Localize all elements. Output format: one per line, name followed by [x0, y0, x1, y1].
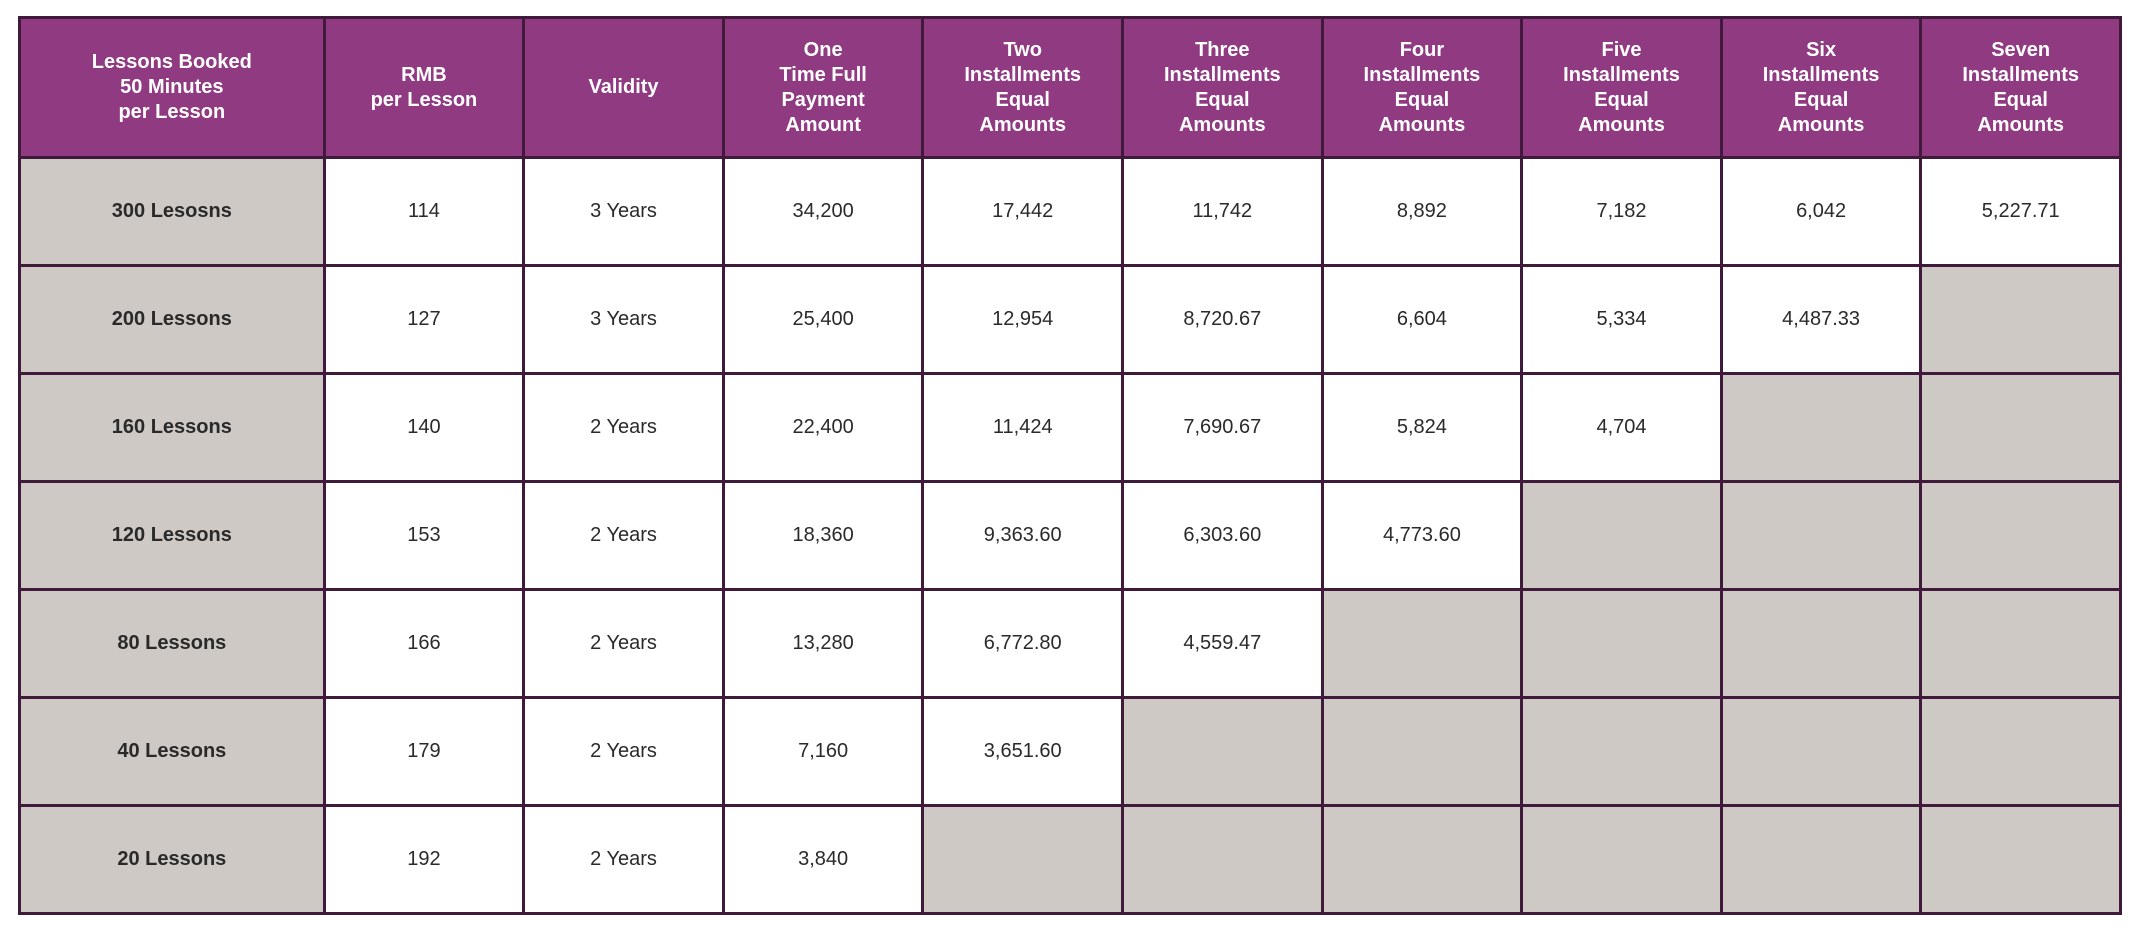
rmb-per-lesson: 166: [324, 590, 524, 698]
rmb-per-lesson: 153: [324, 482, 524, 590]
payment-cell: 13,280: [723, 590, 923, 698]
payment-cell: [1522, 590, 1722, 698]
pricing-table: Lessons Booked50 Minutesper LessonRMBper…: [18, 16, 2122, 915]
payment-cell: [1921, 482, 2121, 590]
payment-cell: 12,954: [923, 266, 1123, 374]
payment-cell: [1322, 698, 1522, 806]
payment-cell: [1921, 374, 2121, 482]
payment-cell: 25,400: [723, 266, 923, 374]
payment-cell: [1721, 590, 1921, 698]
payment-cell: 18,360: [723, 482, 923, 590]
payment-cell: 4,559.47: [1123, 590, 1323, 698]
payment-cell: [1721, 698, 1921, 806]
row-label: 80 Lessons: [20, 590, 325, 698]
validity: 2 Years: [524, 482, 724, 590]
payment-cell: [1921, 590, 2121, 698]
payment-cell: 9,363.60: [923, 482, 1123, 590]
payment-cell: 4,773.60: [1322, 482, 1522, 590]
payment-cell: 5,227.71: [1921, 158, 2121, 266]
payment-cell: 17,442: [923, 158, 1123, 266]
payment-cell: 3,840: [723, 806, 923, 914]
payment-cell: 6,772.80: [923, 590, 1123, 698]
row-label: 300 Lesosns: [20, 158, 325, 266]
table-row: 40 Lessons1792 Years7,1603,651.60: [20, 698, 2121, 806]
payment-cell: [1721, 374, 1921, 482]
payment-cell: [1921, 266, 2121, 374]
payment-cell: [1123, 806, 1323, 914]
validity: 2 Years: [524, 698, 724, 806]
payment-cell: 8,892: [1322, 158, 1522, 266]
rmb-per-lesson: 114: [324, 158, 524, 266]
column-header: SevenInstallmentsEqualAmounts: [1921, 18, 2121, 158]
column-header: Validity: [524, 18, 724, 158]
table-row: 300 Lesosns1143 Years34,20017,44211,7428…: [20, 158, 2121, 266]
payment-cell: 11,742: [1123, 158, 1323, 266]
payment-cell: [1522, 698, 1722, 806]
column-header: RMBper Lesson: [324, 18, 524, 158]
table-row: 160 Lessons1402 Years22,40011,4247,690.6…: [20, 374, 2121, 482]
payment-cell: 6,303.60: [1123, 482, 1323, 590]
payment-cell: 7,182: [1522, 158, 1722, 266]
column-header: FiveInstallmentsEqualAmounts: [1522, 18, 1722, 158]
payment-cell: 22,400: [723, 374, 923, 482]
column-header: FourInstallmentsEqualAmounts: [1322, 18, 1522, 158]
payment-cell: 4,704: [1522, 374, 1722, 482]
payment-cell: 7,160: [723, 698, 923, 806]
payment-cell: 6,604: [1322, 266, 1522, 374]
rmb-per-lesson: 140: [324, 374, 524, 482]
payment-cell: [1921, 806, 2121, 914]
table-row: 200 Lessons1273 Years25,40012,9548,720.6…: [20, 266, 2121, 374]
row-label: 120 Lessons: [20, 482, 325, 590]
pricing-table-wrapper: Lessons Booked50 Minutesper LessonRMBper…: [0, 0, 2140, 931]
rmb-per-lesson: 192: [324, 806, 524, 914]
payment-cell: [1921, 698, 2121, 806]
column-header: Lessons Booked50 Minutesper Lesson: [20, 18, 325, 158]
payment-cell: [1322, 806, 1522, 914]
column-header: TwoInstallmentsEqualAmounts: [923, 18, 1123, 158]
payment-cell: [1721, 482, 1921, 590]
column-header: SixInstallmentsEqualAmounts: [1721, 18, 1921, 158]
payment-cell: [1123, 698, 1323, 806]
rmb-per-lesson: 127: [324, 266, 524, 374]
payment-cell: [1522, 806, 1722, 914]
validity: 2 Years: [524, 590, 724, 698]
payment-cell: [1522, 482, 1722, 590]
payment-cell: 5,334: [1522, 266, 1722, 374]
row-label: 40 Lessons: [20, 698, 325, 806]
payment-cell: [923, 806, 1123, 914]
payment-cell: 11,424: [923, 374, 1123, 482]
column-header: OneTime FullPaymentAmount: [723, 18, 923, 158]
table-row: 120 Lessons1532 Years18,3609,363.606,303…: [20, 482, 2121, 590]
payment-cell: 3,651.60: [923, 698, 1123, 806]
row-label: 20 Lessons: [20, 806, 325, 914]
table-row: 20 Lessons1922 Years3,840: [20, 806, 2121, 914]
payment-cell: 6,042: [1721, 158, 1921, 266]
validity: 3 Years: [524, 158, 724, 266]
validity: 2 Years: [524, 806, 724, 914]
rmb-per-lesson: 179: [324, 698, 524, 806]
payment-cell: [1721, 806, 1921, 914]
validity: 3 Years: [524, 266, 724, 374]
pricing-table-body: 300 Lesosns1143 Years34,20017,44211,7428…: [20, 158, 2121, 914]
payment-cell: [1322, 590, 1522, 698]
table-row: 80 Lessons1662 Years13,2806,772.804,559.…: [20, 590, 2121, 698]
payment-cell: 5,824: [1322, 374, 1522, 482]
row-label: 200 Lessons: [20, 266, 325, 374]
payment-cell: 8,720.67: [1123, 266, 1323, 374]
payment-cell: 34,200: [723, 158, 923, 266]
payment-cell: 4,487.33: [1721, 266, 1921, 374]
header-row: Lessons Booked50 Minutesper LessonRMBper…: [20, 18, 2121, 158]
validity: 2 Years: [524, 374, 724, 482]
payment-cell: 7,690.67: [1123, 374, 1323, 482]
column-header: ThreeInstallmentsEqualAmounts: [1123, 18, 1323, 158]
row-label: 160 Lessons: [20, 374, 325, 482]
pricing-table-head: Lessons Booked50 Minutesper LessonRMBper…: [20, 18, 2121, 158]
